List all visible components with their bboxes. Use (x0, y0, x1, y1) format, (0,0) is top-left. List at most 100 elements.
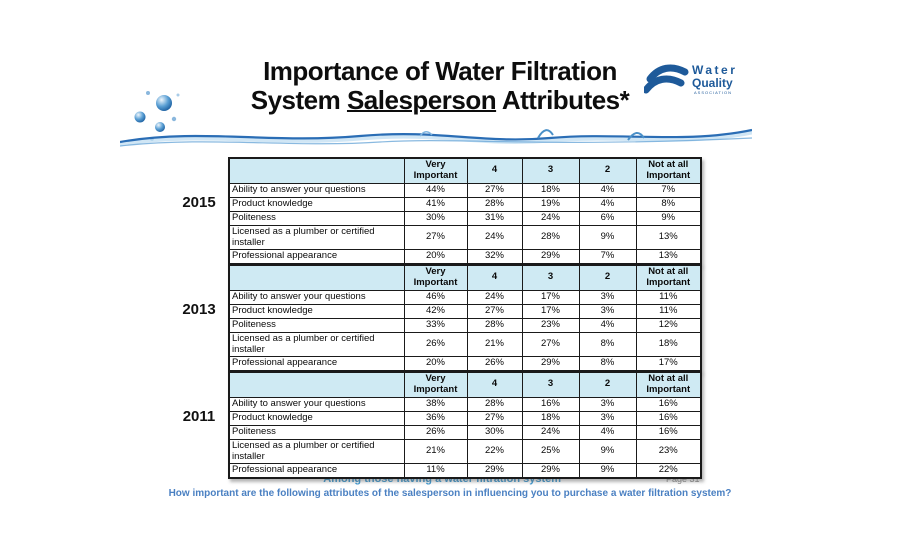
water-bubbles-graphic (134, 91, 180, 141)
value-cell: 16% (521, 396, 580, 412)
value-cell: 11% (635, 303, 702, 319)
value-cell: 24% (466, 289, 523, 305)
value-cell: 23% (521, 317, 580, 333)
corner-cell (228, 157, 405, 184)
attribute-cell: Product knowledge (228, 410, 405, 426)
attribute-cell: Licensed as a plumber or certified insta… (228, 224, 405, 251)
table-row: Licensed as a plumber or certified insta… (228, 438, 702, 465)
attribute-cell: Licensed as a plumber or certified insta… (228, 438, 405, 465)
column-header: Very Important (403, 264, 468, 291)
value-cell: 9% (578, 224, 637, 251)
value-cell: 23% (635, 438, 702, 465)
attribute-cell: Professional appearance (228, 356, 405, 372)
value-cell: 30% (403, 210, 468, 226)
value-cell: 28% (466, 396, 523, 412)
column-header: 2 (578, 157, 637, 184)
slide-title: Importance of Water Filtration System Sa… (205, 56, 675, 116)
value-cell: 36% (403, 410, 468, 426)
value-cell: 27% (466, 182, 523, 198)
year-label-2011: 2011 (182, 408, 216, 425)
value-cell: 26% (403, 424, 468, 440)
value-cell: 13% (635, 249, 702, 265)
year-label-2013: 2013 (182, 301, 216, 318)
table-row: Professional appearance 20% 32% 29% 7% 13% (228, 249, 702, 265)
value-cell: 26% (403, 331, 468, 358)
value-cell: 4% (578, 196, 637, 212)
value-cell: 29% (521, 356, 580, 372)
value-cell: 27% (403, 224, 468, 251)
corner-cell (228, 371, 405, 398)
table-row: Product knowledge 41% 28% 19% 4% 8% (228, 196, 702, 212)
value-cell: 9% (578, 438, 637, 465)
value-cell: 46% (403, 289, 468, 305)
attribute-cell: Product knowledge (228, 303, 405, 319)
value-cell: 22% (635, 463, 702, 479)
logo-text-quality: Quality (692, 76, 733, 90)
value-cell: 11% (403, 463, 468, 479)
column-header: 4 (466, 264, 523, 291)
table-row: Product knowledge 36% 27% 18% 3% 16% (228, 410, 702, 426)
value-cell: 42% (403, 303, 468, 319)
logo-text-water: Water (692, 63, 737, 77)
value-cell: 9% (635, 210, 702, 226)
table-row: Politeness 26% 30% 24% 4% 16% (228, 424, 702, 440)
water-quality-association-logo: Water Quality ASSOCIATION (644, 63, 737, 95)
value-cell: 29% (521, 249, 580, 265)
value-cell: 27% (521, 331, 580, 358)
table-row: Ability to answer your questions 38% 28% 16… (228, 396, 702, 412)
value-cell: 29% (521, 463, 580, 479)
attribute-cell: Ability to answer your questions (228, 289, 405, 305)
corner-cell (228, 264, 405, 291)
value-cell: 44% (403, 182, 468, 198)
attribute-cell: Politeness (228, 210, 405, 226)
value-cell: 21% (466, 331, 523, 358)
value-cell: 3% (578, 303, 637, 319)
year-label-2015: 2015 (182, 194, 216, 211)
value-cell: 16% (635, 424, 702, 440)
value-cell: 19% (521, 196, 580, 212)
table-group-2013: 2013 Very Important 4 3 2 Not at all Importan… (182, 264, 702, 373)
value-cell: 41% (403, 196, 468, 212)
value-cell: 3% (578, 410, 637, 426)
value-cell: 9% (578, 463, 637, 479)
column-header: Not at all Important (635, 371, 702, 398)
slide-title-line2: System Salesperson Attributes* (250, 85, 630, 116)
value-cell: 29% (466, 463, 523, 479)
value-cell: 20% (403, 356, 468, 372)
value-cell: 26% (466, 356, 523, 372)
value-cell: 4% (578, 317, 637, 333)
attribute-cell: Professional appearance (228, 463, 405, 479)
value-cell: 30% (466, 424, 523, 440)
value-cell: 22% (466, 438, 523, 465)
table-row: Professional appearance 11% 29% 29% 9% 22% (228, 463, 702, 479)
value-cell: 20% (403, 249, 468, 265)
table-row: Licensed as a plumber or certified insta… (228, 224, 702, 251)
value-cell: 21% (403, 438, 468, 465)
column-header: 3 (521, 157, 580, 184)
waterline-graphic (120, 128, 752, 147)
value-cell: 6% (578, 210, 637, 226)
importance-table-2011: Very Important 4 3 2 Not at all Important Abi… (228, 371, 702, 480)
value-cell: 11% (635, 289, 702, 305)
value-cell: 18% (521, 182, 580, 198)
importance-table-2015: Very Important 4 3 2 Not at all Important Abi… (228, 157, 702, 266)
column-header: Not at all Important (635, 157, 702, 184)
column-header: Very Important (403, 157, 468, 184)
survey-question: How important are the following attribut… (168, 488, 732, 499)
attribute-cell: Product knowledge (228, 196, 405, 212)
value-cell: 31% (466, 210, 523, 226)
value-cell: 38% (403, 396, 468, 412)
value-cell: 25% (521, 438, 580, 465)
table-group-2015: 2015 Very Important 4 3 2 Not at all Importan… (182, 157, 702, 266)
value-cell: 3% (578, 396, 637, 412)
logo-text-association: ASSOCIATION (694, 90, 732, 95)
value-cell: 28% (521, 224, 580, 251)
value-cell: 27% (466, 410, 523, 426)
value-cell: 18% (635, 331, 702, 358)
column-header: Not at all Important (635, 264, 702, 291)
importance-table-2013: Very Important 4 3 2 Not at all Important Abi… (228, 264, 702, 373)
value-cell: 4% (578, 182, 637, 198)
column-header: Very Important (403, 371, 468, 398)
value-cell: 18% (521, 410, 580, 426)
table-row: Ability to answer your questions 44% 27% 18… (228, 182, 702, 198)
